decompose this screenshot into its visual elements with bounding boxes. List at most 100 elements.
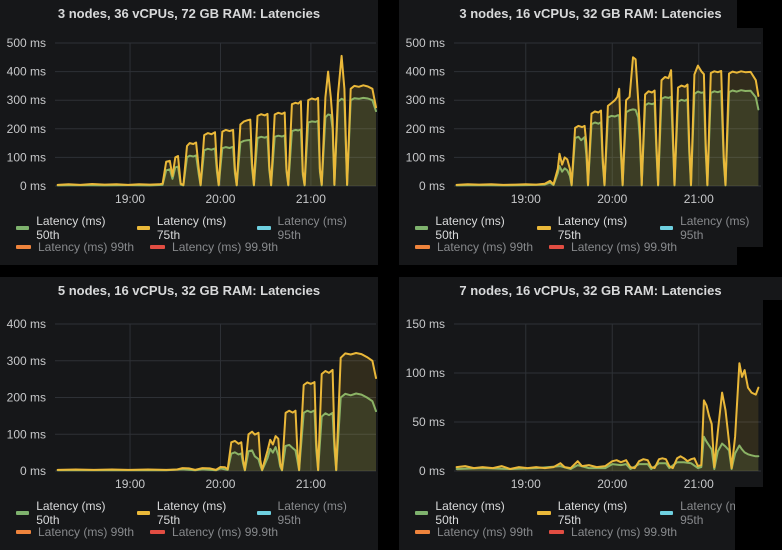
legend-item-99th[interactable]: Latency (ms) 99th <box>16 240 134 254</box>
legend-item-75th[interactable]: Latency (ms) 75th <box>136 213 242 242</box>
latency-chart[interactable]: 0 ms 100 ms 200 ms 300 ms 400 ms 500 ms 19:00 2… <box>399 0 782 265</box>
y-tick-label: 50 ms <box>412 415 445 429</box>
legend-item-50th[interactable]: Latency (ms) 50th <box>415 499 521 527</box>
legend-item-99.9th[interactable]: Latency (ms) 99.9th <box>150 525 278 539</box>
legend-swatch-icon <box>16 529 31 534</box>
legend-item-75th[interactable]: Latency (ms) 75th <box>537 499 643 527</box>
legend-swatch-icon <box>415 529 430 534</box>
panel-title[interactable]: 3 nodes, 36 vCPUs, 72 GB RAM: Latencies <box>57 6 321 21</box>
series-line <box>56 54 377 187</box>
legend-row: Latency (ms) 50th Latency (ms) 75th Latenc… <box>415 499 782 527</box>
legend-item-50th[interactable]: Latency (ms) 50th <box>415 214 521 242</box>
legend-swatch-icon <box>537 510 551 515</box>
legend-label: Latency (ms) 75th <box>557 213 628 242</box>
panel-title[interactable]: 7 nodes, 16 vCPUs, 32 GB RAM: Latencies <box>459 283 722 298</box>
legend-swatch-icon <box>415 510 429 515</box>
legend: Latency (ms) 50th Latency (ms) 75th Latenc… <box>16 214 378 256</box>
legend: Latency (ms) 50th Latency (ms) 75th Latenc… <box>415 499 782 541</box>
panel-3-nodes-36-vcpus: 0 ms 100 ms 200 ms 300 ms 400 ms 500 ms 19:00 2… <box>0 0 378 265</box>
legend-swatch-icon <box>549 529 565 534</box>
x-tick-label: 20:00 <box>205 192 235 206</box>
y-tick-label: 300 ms <box>7 354 46 368</box>
legend: Latency (ms) 50th Latency (ms) 75th Latenc… <box>16 499 378 541</box>
legend-item-50th[interactable]: Latency (ms) 50th <box>16 214 121 242</box>
legend-swatch-icon <box>16 244 31 249</box>
legend-item-95th[interactable]: Latency (ms) 95th <box>659 498 766 527</box>
composite-cut <box>763 28 782 265</box>
y-tick-label: 200 ms <box>7 122 46 136</box>
latency-chart[interactable]: 0 ms 100 ms 200 ms 300 ms 400 ms 19:00 20:00 21… <box>0 277 378 550</box>
legend-item-95th[interactable]: Latency (ms) 95th <box>257 214 362 242</box>
panel-title[interactable]: 5 nodes, 16 vCPUs, 32 GB RAM: Latencies <box>57 283 321 298</box>
legend-swatch-icon <box>549 244 565 249</box>
legend-label: Latency (ms) 99.9th <box>172 524 279 539</box>
legend-label: Latency (ms) 75th <box>557 498 628 527</box>
legend-label: Latency (ms) 50th <box>435 498 505 527</box>
legend-item-99th[interactable]: Latency (ms) 99th <box>415 240 533 254</box>
legend-item-50th[interactable]: Latency (ms) 50th <box>16 499 121 527</box>
latency-chart[interactable]: 0 ms 50 ms 100 ms 150 ms 19:00 20:00 21:00 <box>399 277 782 550</box>
legend-swatch-icon <box>659 510 674 515</box>
legend-label: Latency (ms) 99.9th <box>571 239 678 254</box>
legend-label: Latency (ms) 95th <box>680 498 750 527</box>
legend-label: Latency (ms) 75th <box>156 213 227 242</box>
legend-label: Latency (ms) 50th <box>435 213 505 242</box>
y-tick-label: 400 ms <box>7 317 46 331</box>
x-tick-label: 21:00 <box>296 477 326 491</box>
legend-item-75th[interactable]: Latency (ms) 75th <box>136 499 242 527</box>
series-line <box>455 435 760 470</box>
x-tick-label: 19:00 <box>511 192 541 206</box>
series-line <box>455 362 760 470</box>
legend-label: Latency (ms) 99th <box>38 239 135 254</box>
x-tick-label: 19:00 <box>115 192 145 206</box>
y-tick-label: 0 ms <box>20 464 46 478</box>
legend-swatch-icon <box>257 510 271 515</box>
legend-row: Latency (ms) 99th Latency (ms) 99.9th <box>16 237 378 256</box>
y-tick-label: 400 ms <box>7 65 46 79</box>
x-tick-label: 19:00 <box>511 477 541 491</box>
latency-chart[interactable]: 0 ms 100 ms 200 ms 300 ms 400 ms 500 ms 19:00 2… <box>0 0 378 265</box>
legend-item-95th[interactable]: Latency (ms) 95th <box>257 499 362 527</box>
panel-title[interactable]: 3 nodes, 16 vCPUs, 32 GB RAM: Latencies <box>459 6 722 21</box>
legend-item-95th[interactable]: Latency (ms) 95th <box>659 213 766 242</box>
legend-item-75th[interactable]: Latency (ms) 75th <box>537 214 643 242</box>
legend: Latency (ms) 50th Latency (ms) 75th Latenc… <box>415 214 782 256</box>
legend-label: Latency (ms) 99th <box>38 524 135 539</box>
x-tick-label: 20:00 <box>205 477 235 491</box>
y-tick-label: 0 ms <box>419 464 445 478</box>
y-tick-label: 100 ms <box>406 366 445 380</box>
legend-swatch-icon <box>136 510 150 515</box>
legend-item-99th[interactable]: Latency (ms) 99th <box>16 525 134 539</box>
legend-item-99.9th[interactable]: Latency (ms) 99.9th <box>549 525 677 539</box>
legend-label: Latency (ms) 99.9th <box>571 524 678 539</box>
y-tick-label: 100 ms <box>7 150 46 164</box>
legend-swatch-icon <box>150 529 166 534</box>
composite-cut <box>737 0 782 28</box>
x-tick-label: 21:00 <box>684 477 714 491</box>
series-area <box>456 363 759 471</box>
series-area <box>57 55 376 187</box>
legend-label: Latency (ms) 95th <box>680 213 750 242</box>
x-tick-label: 21:00 <box>296 192 326 206</box>
legend-row: Latency (ms) 99th Latency (ms) 99.9th <box>415 237 782 256</box>
x-tick-label: 20:00 <box>597 477 627 491</box>
composite-cut <box>737 247 782 265</box>
legend-label: Latency (ms) 50th <box>36 498 106 527</box>
legend-swatch-icon <box>16 510 30 515</box>
legend-swatch-icon <box>16 225 30 230</box>
legend-label: Latency (ms) 95th <box>277 213 347 242</box>
legend-swatch-icon <box>136 225 150 230</box>
panel-3-nodes-16-vcpus: 0 ms 100 ms 200 ms 300 ms 400 ms 500 ms 19:00 2… <box>399 0 782 265</box>
legend-item-99.9th[interactable]: Latency (ms) 99.9th <box>549 240 677 254</box>
legend-row: Latency (ms) 99th Latency (ms) 99.9th <box>415 522 782 541</box>
legend-item-99.9th[interactable]: Latency (ms) 99.9th <box>150 240 278 254</box>
legend-item-99th[interactable]: Latency (ms) 99th <box>415 525 533 539</box>
x-tick-label: 21:00 <box>684 192 714 206</box>
y-tick-label: 300 ms <box>7 93 46 107</box>
panel-5-nodes-16-vcpus: 0 ms 100 ms 200 ms 300 ms 400 ms 19:00 20:00 21… <box>0 277 378 550</box>
x-tick-label: 20:00 <box>597 192 627 206</box>
legend-swatch-icon <box>659 225 674 230</box>
series-line <box>56 352 377 471</box>
legend-row: Latency (ms) 50th Latency (ms) 75th Latenc… <box>16 214 378 242</box>
